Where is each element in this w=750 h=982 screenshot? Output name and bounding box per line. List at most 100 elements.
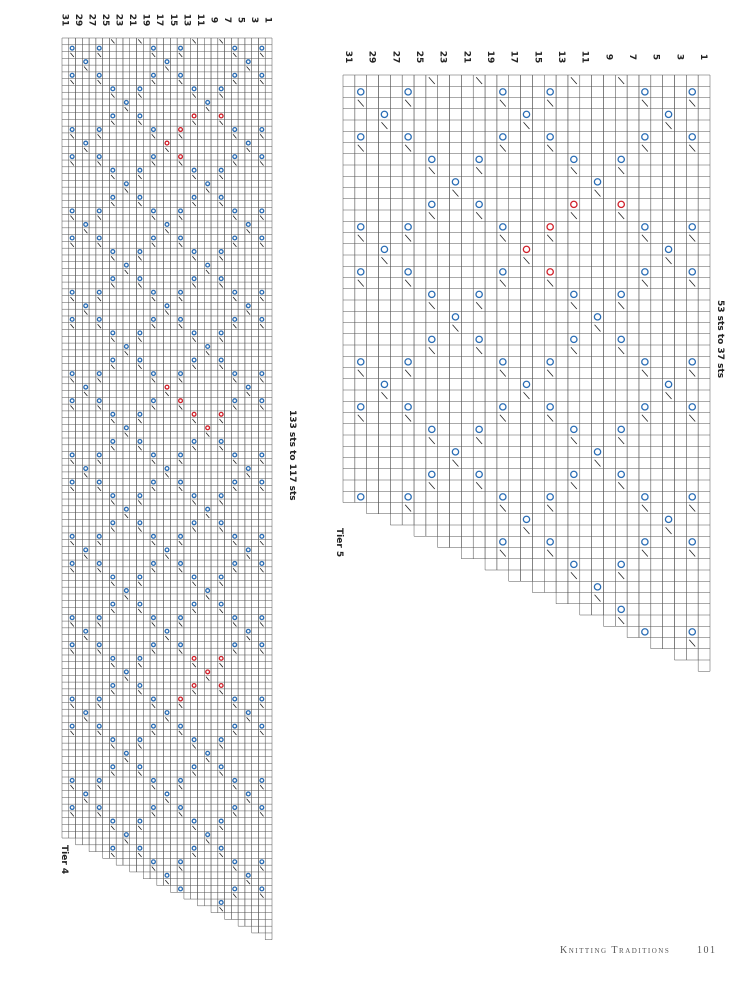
yo-symbol <box>83 221 89 227</box>
yo-symbol <box>150 723 156 729</box>
k2tog-symbol <box>164 717 170 722</box>
k2tog-symbol <box>594 324 601 332</box>
k2tog-symbol <box>97 784 102 790</box>
yo-symbol <box>404 223 412 231</box>
k2tog-symbol <box>259 866 264 871</box>
k2tog-symbol <box>499 144 507 152</box>
k2tog-symbol <box>617 481 625 490</box>
yo-symbol <box>123 262 129 268</box>
k2tog-symbol <box>219 418 224 424</box>
k2tog-symbol <box>137 689 142 695</box>
k2tog-symbol <box>192 852 197 858</box>
yo-symbol <box>245 384 251 390</box>
yo-symbol <box>218 574 224 580</box>
k2tog-symbol <box>164 391 170 397</box>
yo-symbol <box>96 723 102 729</box>
yo-symbol <box>688 403 697 411</box>
yo-symbol <box>96 316 102 322</box>
yo-symbol <box>688 268 697 276</box>
yo-symbol <box>69 398 75 404</box>
k2tog-symbol <box>219 744 224 749</box>
k2tog-symbol <box>246 391 251 397</box>
k2tog-symbol <box>570 211 578 220</box>
k2tog-symbol <box>110 283 115 288</box>
yo-symbol <box>546 223 554 231</box>
yo-symbol <box>404 493 412 501</box>
yo-symbol <box>570 425 578 434</box>
yo-symbol <box>110 737 116 743</box>
yo-symbol <box>259 45 265 51</box>
yo-symbol <box>178 235 184 241</box>
yo-symbol <box>164 710 170 716</box>
k2tog-symbol <box>259 649 264 654</box>
k2tog-symbol <box>259 161 264 166</box>
k2tog-symbol <box>259 323 264 329</box>
k2tog-symbol <box>232 622 237 627</box>
yo-symbol <box>69 45 75 51</box>
k2tog-symbol <box>137 527 142 532</box>
yo-symbol <box>205 832 211 838</box>
yo-symbol <box>191 357 197 363</box>
k2tog-symbol <box>192 771 197 776</box>
yo-symbol <box>259 208 265 214</box>
yo-symbol <box>96 777 102 783</box>
yo-symbol <box>232 398 238 404</box>
k2tog-symbol <box>259 296 264 302</box>
yo-symbol <box>380 110 389 119</box>
yo-symbol <box>83 628 89 634</box>
k2tog-symbol <box>164 147 170 153</box>
yo-symbol <box>178 289 184 295</box>
yo-symbol <box>259 371 265 377</box>
k2tog-symbol <box>83 798 88 804</box>
k2tog-symbol <box>232 486 237 492</box>
yo-symbol <box>178 154 184 160</box>
yo-symbol <box>451 448 460 456</box>
k2tog-symbol <box>137 201 142 207</box>
k2tog-symbol <box>246 879 251 885</box>
yo-symbol <box>356 88 365 96</box>
k2tog-symbol <box>641 504 649 512</box>
yo-symbol <box>96 371 102 377</box>
yo-symbol <box>96 208 102 214</box>
yo-symbol <box>96 615 102 621</box>
k2tog-symbol <box>219 256 224 261</box>
yo-symbol <box>245 547 251 553</box>
yo-symbol <box>137 601 143 607</box>
k2tog-symbol <box>178 134 183 139</box>
k2tog-symbol <box>137 418 142 424</box>
yo-symbol <box>570 470 578 479</box>
k2tog-symbol <box>357 414 365 422</box>
yo-symbol <box>178 886 184 892</box>
yo-symbol <box>218 764 224 770</box>
k2tog-symbol <box>546 99 554 107</box>
yo-symbol <box>178 696 184 702</box>
k2tog-symbol <box>124 839 129 844</box>
k2tog-symbol <box>110 93 115 98</box>
k2tog-symbol <box>259 893 264 898</box>
k2tog-symbol <box>641 234 649 242</box>
k2tog-symbol <box>475 301 483 310</box>
yo-symbol <box>137 86 143 92</box>
yo-symbol <box>137 113 143 119</box>
yo-symbol <box>178 371 184 377</box>
row-number: 27 <box>390 51 400 64</box>
yo-symbol <box>110 764 116 770</box>
yo-symbol <box>191 113 197 119</box>
k2tog-symbol <box>232 405 237 410</box>
k2tog-symbol <box>192 418 197 424</box>
k2tog-symbol <box>232 378 237 383</box>
yo-symbol <box>232 45 238 51</box>
yo-symbol <box>178 859 184 865</box>
yo-symbol <box>475 200 483 209</box>
yo-symbol <box>191 764 197 770</box>
yo-symbol <box>137 655 143 661</box>
k2tog-symbol <box>178 161 183 166</box>
k2tog-symbol <box>499 504 507 512</box>
yo-symbol <box>232 533 238 539</box>
yo-symbol <box>688 538 697 546</box>
yo-symbol <box>178 615 184 621</box>
k2tog-symbol <box>205 350 210 356</box>
k2tog-symbol <box>97 622 102 627</box>
k2tog-symbol <box>151 486 156 492</box>
yo-symbol <box>232 452 238 458</box>
